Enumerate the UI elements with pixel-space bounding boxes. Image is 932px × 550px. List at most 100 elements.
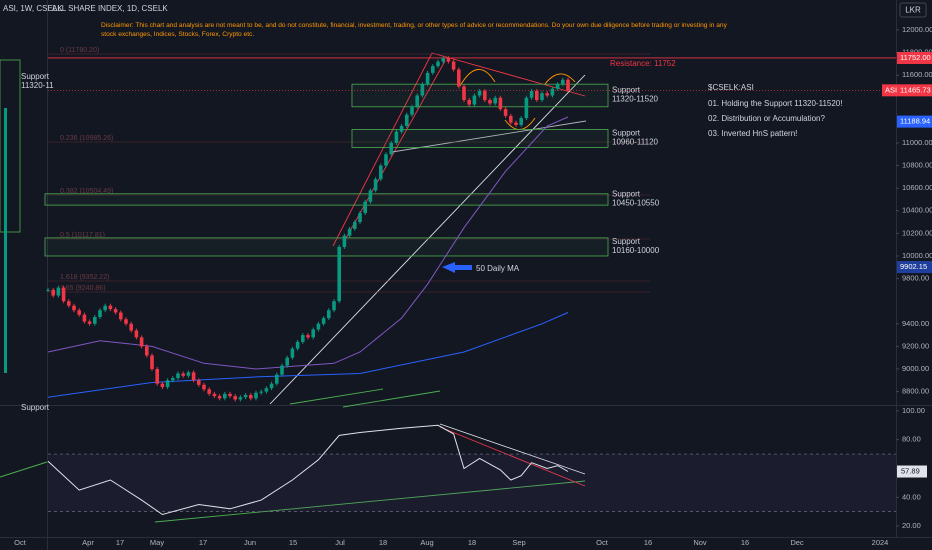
x-tick-label: 16 [644,538,652,547]
candle [275,374,279,384]
candle [181,373,185,376]
rsi-tick-label: 20.00 [902,521,921,530]
candle [160,383,165,388]
candle [529,90,534,98]
candle [467,100,471,105]
candle [139,337,144,347]
candle [207,389,211,394]
candle [311,329,315,338]
zone-range: 10960-11120 [612,138,659,147]
y-tick-label: 10800.00 [902,161,932,170]
y-tick-label: 9800.00 [902,274,929,283]
candle [488,100,492,104]
price-badge-label: 11752.00 [900,53,931,62]
candle [290,348,295,358]
candle [540,93,544,101]
candle [509,115,513,123]
candle [98,310,102,317]
x-tick-label: 17 [116,538,124,547]
candle [410,106,414,115]
x-tick-label: 16 [741,538,749,547]
left-label: Support [21,403,50,412]
candle [176,373,180,379]
price-badge [897,115,932,128]
candle [436,61,440,67]
fib-label: 0.5 (10117.81) [60,232,105,239]
left-candle [4,108,7,373]
drawings [154,52,587,523]
candle [134,330,139,338]
y-tick-label: 10000.00 [902,251,932,260]
candle [259,391,263,393]
disclaimer: Disclaimer: This chart and analysis are … [101,22,727,38]
candle [363,201,367,214]
notes-title: $CSELK:ASI [708,83,754,92]
candle [561,79,565,85]
fib-label: 1.618 (9352.22) [60,274,109,281]
resistance-label: Resistance: 11752 [610,59,676,68]
candle [191,372,196,381]
zone-range: 10160-10000 [612,246,660,255]
candle [566,79,570,91]
rsi-badge-label: 57.89 [901,466,920,475]
candle [389,142,393,155]
channel-line [344,60,446,241]
rsi-trend [154,480,586,523]
price-badge [897,51,932,64]
price-badge-label: 9902.15 [900,262,927,271]
candle [384,154,388,166]
x-tick-label: Sep [512,538,525,547]
shoulder-arc [544,73,576,85]
trend-line [342,390,441,408]
currency: LKR [905,6,921,15]
candle [124,319,128,324]
candle [316,323,321,330]
candle [103,305,107,311]
candle [72,305,76,311]
zone-range: 10450-10550 [612,199,660,208]
rsi-tick-label: 100.00 [902,406,925,415]
zone-title: Support [612,237,641,246]
candle [514,122,518,125]
candle [347,228,352,236]
left-label: 11320-11 [21,81,54,90]
rsi-trend [439,426,586,487]
x-tick-label: 2024 [872,538,889,547]
x-tick-label: Nov [693,538,707,547]
ma-arrow [442,262,472,273]
y-tick-label: 10200.00 [902,228,932,237]
candle [358,213,362,223]
y-tick-label: 10400.00 [902,206,932,215]
candle [295,341,300,349]
candle [197,380,201,385]
candle [61,287,66,302]
badge-name: ASI [885,85,897,94]
candle [535,90,539,101]
shoulder-arc [459,69,496,87]
rsi-line [47,424,569,516]
price-badge [897,261,932,274]
currency-box[interactable] [899,2,927,18]
y-tick-label: 11600.00 [902,70,932,79]
candle [238,397,243,400]
channel-line [332,52,433,247]
candle [477,90,482,96]
x-tick-label: Oct [596,538,609,547]
x-tick-label: Apr [82,538,94,547]
x-tick-label: 15 [289,538,297,547]
fib-label: 0.382 (10504.49) [60,188,113,195]
zone-title: Support [612,190,641,199]
candle [202,384,206,390]
candle [129,323,133,331]
candle [483,90,487,101]
symbol-title: ALL SHARE INDEX, 1D, CSELK [52,4,168,13]
candle [217,396,222,399]
price-badge [882,84,932,97]
candle [280,365,284,375]
x-tick-label: Aug [420,538,433,547]
candle [212,393,217,397]
candle [493,97,497,104]
candle [462,86,466,101]
